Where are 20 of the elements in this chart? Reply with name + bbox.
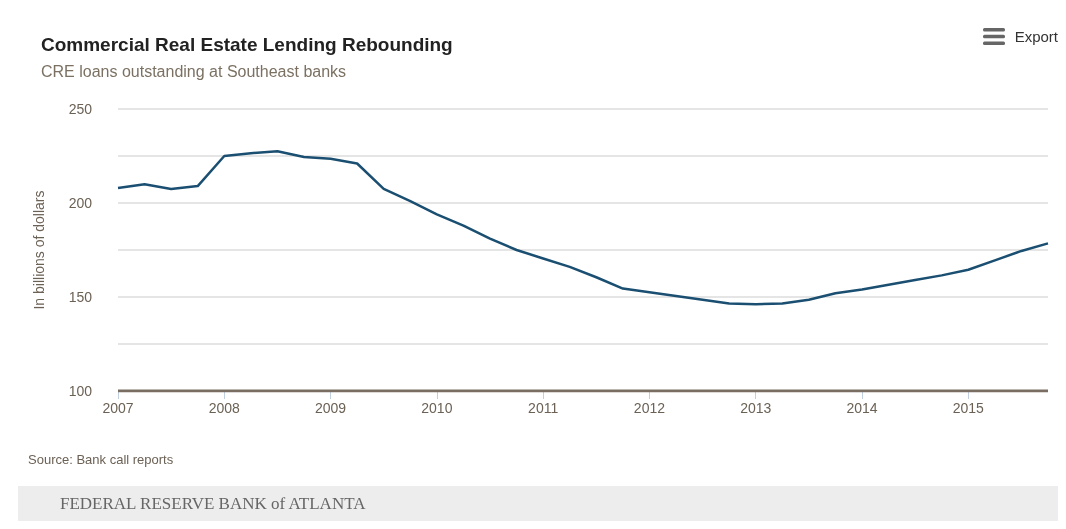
x-tick-label: 2012 — [633, 400, 666, 416]
y-tick-label: 250 — [68, 101, 93, 117]
chart-title: Commercial Real Estate Lending Rebounding — [41, 34, 453, 55]
x-tick-label: 2011 — [528, 400, 559, 416]
source-note: Source: Bank call reports — [28, 452, 174, 467]
x-tick-label: 2010 — [421, 400, 453, 416]
x-tick-label: 2007 — [102, 400, 134, 416]
y-tick-label: 100 — [68, 383, 93, 399]
y-axis-title: In billions of dollars — [31, 190, 47, 310]
x-tick-label: 2013 — [740, 400, 772, 416]
y-tick-label: 200 — [68, 195, 93, 211]
y-tick-label: 150 — [68, 289, 93, 305]
x-tick-label: 2009 — [314, 400, 347, 416]
x-tick-label: 2008 — [208, 400, 241, 416]
text: FEDERAL RESERVE BANK of ATLANTA — [60, 493, 366, 514]
text: Export — [1014, 28, 1058, 45]
x-tick-label: 2014 — [846, 400, 878, 416]
x-tick-label: 2015 — [952, 400, 985, 416]
line-series — [116, 150, 1050, 306]
chart-subtitle: CRE loans outstanding at Southeast banks — [41, 62, 347, 80]
